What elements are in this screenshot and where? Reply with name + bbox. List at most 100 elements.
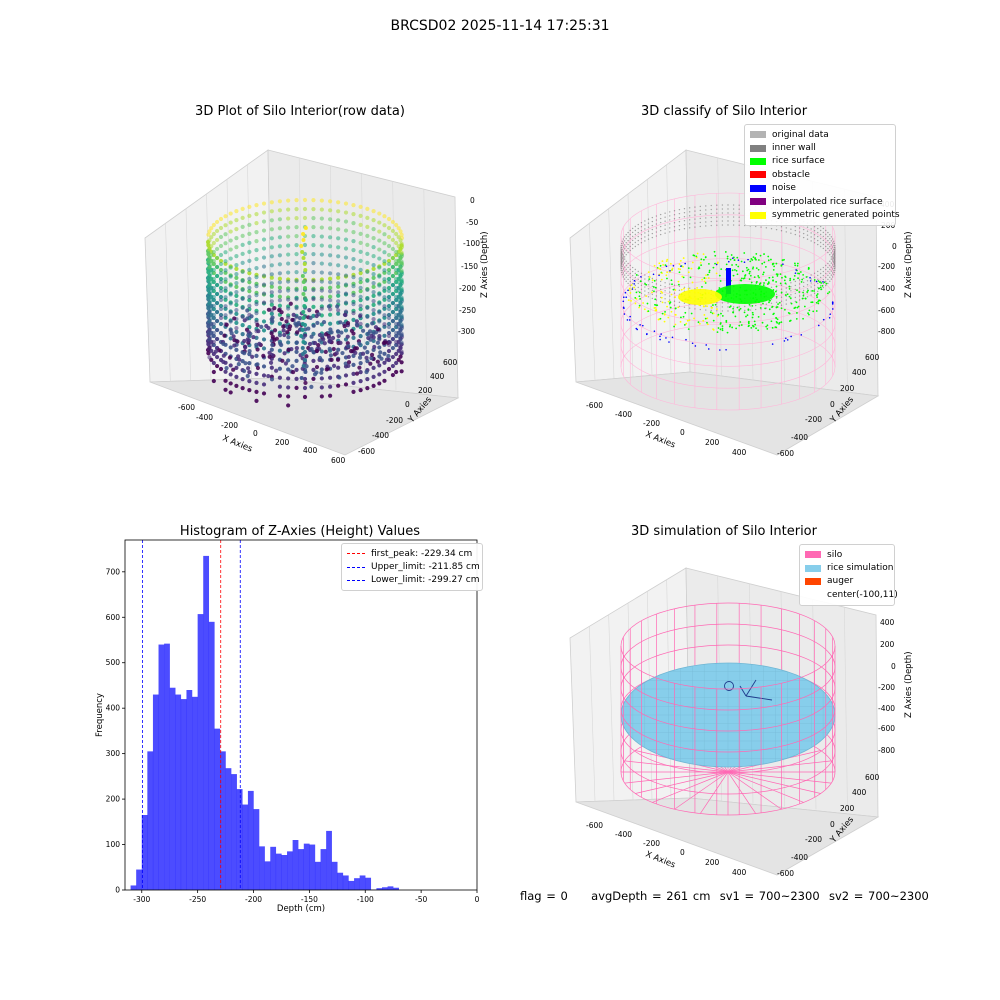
legend-swatch	[805, 551, 821, 559]
raw-3d-plot: -600 -400 -200 0 200 400 600 -600 -400 -…	[144, 149, 490, 465]
raw-ytick: 600	[443, 358, 458, 367]
classify-xtick: 400	[732, 448, 747, 457]
histogram-xtick-label: -100	[357, 895, 374, 904]
histogram-bar	[147, 751, 154, 890]
simulation-ztick: -600	[878, 724, 895, 733]
histogram-xtick-label: -300	[133, 895, 150, 904]
simulation-ztick: 400	[880, 618, 895, 627]
histogram-xtick-label: 0	[475, 895, 480, 904]
legend-swatch	[750, 171, 766, 179]
histogram-bar	[152, 694, 159, 890]
histogram-bar	[270, 846, 277, 890]
simulation-3d-plot: -600 -400 -200 0 200 400 -600 -400 -200 …	[569, 567, 914, 878]
legend-label: auger	[827, 576, 854, 587]
classify-ytick: -400	[791, 433, 808, 442]
simulation-legend-item: center(-100,11)	[805, 588, 898, 601]
histogram-bar	[236, 789, 243, 890]
classify-ztick: -800	[878, 327, 895, 336]
histogram-bar	[175, 694, 182, 890]
simulation-xtick: -200	[643, 839, 660, 848]
histogram-bar	[382, 887, 388, 890]
simulation-panel-title: 3D simulation of Silo Interior	[631, 524, 817, 539]
simulation-ytick: -400	[791, 853, 808, 862]
histogram-bar	[247, 790, 254, 890]
histogram-ytick-label: 500	[106, 658, 121, 667]
legend-label: silo	[827, 549, 843, 560]
raw-xtick: -400	[196, 413, 213, 422]
classify-legend-item: symmetric generated points	[750, 208, 900, 221]
histogram-ytick-label: 700	[106, 567, 121, 576]
status-footer: flag = 0 avgDepth = 261 cm sv1 = 700~230…	[520, 889, 929, 903]
histogram-bar	[136, 869, 142, 890]
legend-swatch	[750, 144, 766, 152]
simulation-ytick: 400	[852, 788, 867, 797]
legend-swatch	[750, 211, 766, 219]
histogram-ylabel: Frequency	[95, 693, 105, 737]
legend-line-swatch	[347, 553, 365, 555]
simulation-legend-item: rice simulation	[805, 561, 893, 574]
histogram-bar	[275, 853, 282, 890]
simulation-xtick: -600	[586, 821, 603, 830]
simulation-ztick: 0	[891, 662, 896, 671]
histogram-y-ticks: 0 100 200 300 400 500 600 700	[106, 567, 125, 895]
histogram-bar	[264, 861, 271, 890]
classify-ytick: 0	[830, 400, 835, 409]
legend-label: noise	[772, 183, 796, 194]
histogram-bar	[231, 774, 237, 890]
classify-xtick: -600	[586, 401, 603, 410]
raw-ztick: -250	[459, 306, 476, 315]
histogram-bar	[242, 804, 249, 890]
simulation-ytick: -200	[805, 835, 822, 844]
legend-swatch	[750, 184, 766, 192]
histogram-bar	[393, 887, 399, 890]
simulation-rice-surface	[620, 662, 836, 768]
sv1-range: sv1 = 700~2300	[719, 889, 820, 903]
legend-line-swatch	[347, 579, 365, 581]
histogram-xtick-label: -200	[245, 895, 262, 904]
raw-xtick: 400	[303, 446, 318, 455]
raw-xlabel: X Axies	[221, 434, 254, 455]
histogram-bar	[281, 855, 288, 890]
legend-swatch	[805, 577, 821, 585]
histogram-bar	[292, 840, 299, 890]
histogram-bar	[197, 614, 204, 890]
simulation-ytick: 0	[830, 820, 835, 829]
simulation-zlabel: Z Axies (Depth)	[904, 651, 914, 718]
histogram-ytick-label: 300	[106, 749, 121, 758]
histogram-xtick-label: -50	[415, 895, 427, 904]
histogram-bar	[130, 885, 137, 890]
classify-3d-plot: -600 -400 -200 0 200 400 -600 -400 -200 …	[569, 149, 914, 458]
raw-ytick: 400	[430, 372, 445, 381]
legend-label: Upper_limit: -211.85 cm	[371, 562, 480, 573]
legend-label: interpolated rice surface	[772, 196, 883, 207]
histogram-bar	[225, 768, 232, 890]
histogram-reference-lines	[142, 540, 241, 890]
raw-xtick: -600	[178, 403, 195, 412]
classify-xtick: 200	[705, 438, 720, 447]
simulation-ztick: 200	[880, 640, 895, 649]
histogram-bar	[348, 880, 355, 890]
classify-ztick: -400	[878, 284, 895, 293]
classify-ztick: 0	[892, 242, 897, 251]
histogram-bar	[180, 699, 187, 890]
histogram-bar	[326, 830, 332, 890]
legend-label: rice surface	[772, 156, 825, 167]
legend-label: symmetric generated points	[772, 210, 900, 221]
histogram-legend-item: Lower_limit: -299.27 cm	[347, 574, 479, 587]
legend-label: original data	[772, 129, 829, 140]
simulation-ytick: 600	[865, 773, 880, 782]
histogram-ytick-label: 200	[106, 795, 121, 804]
legend-swatch	[805, 564, 821, 572]
legend-label: inner wall	[772, 143, 816, 154]
raw-xtick: 200	[275, 438, 290, 447]
histogram-bar	[303, 843, 310, 890]
raw-zlabel: Z Axies (Depth)	[480, 231, 490, 298]
simulation-ztick: -800	[878, 746, 895, 755]
simulation-ztick: -200	[878, 683, 895, 692]
histogram-xtick-label: -150	[301, 895, 318, 904]
raw-ztick: -150	[461, 262, 478, 271]
raw-ytick: 200	[418, 386, 433, 395]
histogram-x-ticks: -300 -250 -200 -150 -100 -50 0	[133, 890, 480, 904]
classify-panel-title: 3D classify of Silo Interior	[640, 104, 808, 119]
classify-xlabel: X Axies	[644, 430, 677, 451]
